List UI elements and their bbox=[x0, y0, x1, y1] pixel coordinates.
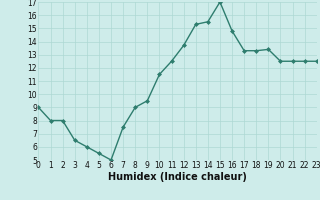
X-axis label: Humidex (Indice chaleur): Humidex (Indice chaleur) bbox=[108, 172, 247, 182]
